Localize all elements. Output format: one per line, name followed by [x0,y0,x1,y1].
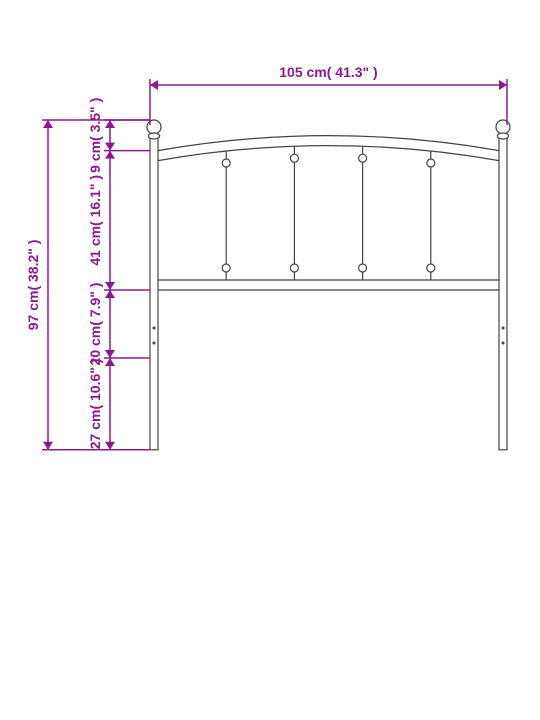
segment-dimension-label: 27 cm( 10.6" ) [87,359,103,450]
segment-dimension-label: 41 cm( 16.1" ) [87,175,103,266]
headboard-diagram: 105 cm( 41.3" ) 97 cm( 38.2" ) 9 cm( 3.5" … [20,30,520,690]
diagram-container: 105 cm( 41.3" ) 97 cm( 38.2" ) 9 cm( 3.5" … [20,30,520,690]
segment-dimension-label: 20 cm( 7.9" ) [87,283,103,366]
width-dimension-label: 105 cm( 41.3" ) [279,64,377,80]
segment-dimension-label: 9 cm( 3.5" ) [87,98,103,173]
total-height-dimension-label: 97 cm( 38.2" ) [25,240,41,331]
